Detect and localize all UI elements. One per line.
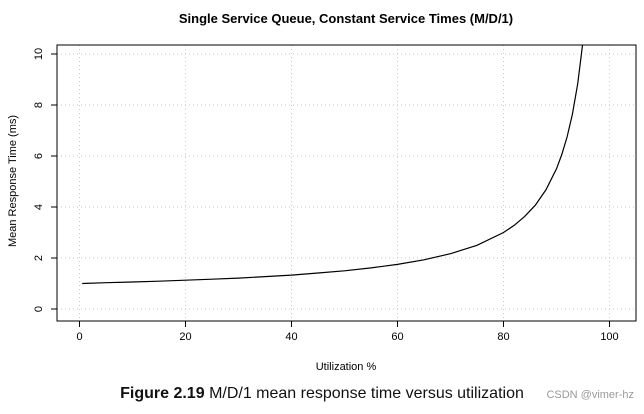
- grid: [57, 45, 636, 321]
- watermark: CSDN @vimer-hz: [546, 389, 634, 401]
- x-axis: 0 20 40 60 80 100: [76, 321, 619, 343]
- x-tick-label: 80: [497, 331, 509, 343]
- x-tick-label: 20: [179, 331, 191, 343]
- plot-border: [56, 44, 637, 322]
- y-tick-label: 2: [33, 255, 45, 261]
- x-tick-label: 60: [391, 331, 403, 343]
- y-tick-label: 4: [33, 204, 45, 210]
- x-axis-label: Utilization %: [316, 361, 377, 373]
- y-tick-label: 6: [33, 153, 45, 159]
- y-axis-label: Mean Response Time (ms): [7, 115, 19, 247]
- y-tick-label: 0: [33, 306, 45, 312]
- figure-caption-text: M/D/1 mean response time versus utilizat…: [209, 385, 524, 402]
- x-tick-label: 0: [76, 331, 82, 343]
- figure-caption: Figure 2.19 M/D/1 mean response time ver…: [0, 385, 644, 403]
- figure-number: Figure 2.19: [120, 385, 205, 402]
- series-line: [82, 45, 584, 285]
- chart: Single Service Queue, Constant Service T…: [7, 11, 637, 373]
- chart-title: Single Service Queue, Constant Service T…: [179, 11, 513, 26]
- x-tick-label: 40: [285, 331, 297, 343]
- y-axis: 0 2 4 6 8 10: [33, 48, 57, 312]
- series-layer: [82, 45, 584, 285]
- plot-frame: [56, 44, 637, 322]
- y-tick-label: 8: [33, 102, 45, 108]
- y-tick-label: 10: [33, 48, 45, 60]
- x-tick-label: 100: [600, 331, 618, 343]
